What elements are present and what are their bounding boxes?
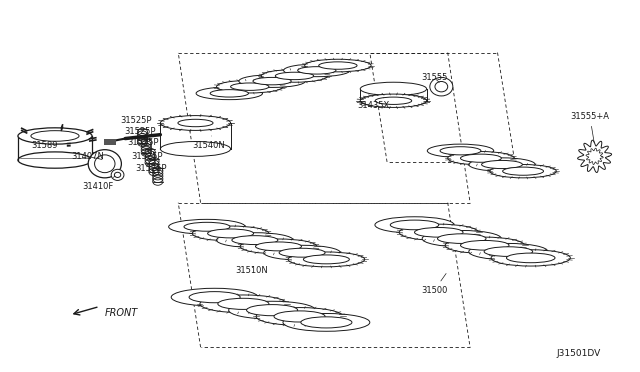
Ellipse shape	[399, 224, 478, 240]
Ellipse shape	[430, 77, 453, 96]
Ellipse shape	[435, 81, 448, 92]
Ellipse shape	[261, 70, 328, 82]
Ellipse shape	[169, 219, 245, 234]
Ellipse shape	[468, 243, 548, 260]
Text: 31407N: 31407N	[71, 152, 104, 161]
Ellipse shape	[506, 253, 555, 263]
Text: 31589: 31589	[31, 141, 58, 151]
Ellipse shape	[196, 87, 262, 100]
Ellipse shape	[115, 172, 121, 177]
Ellipse shape	[228, 301, 316, 319]
Text: 31435X: 31435X	[357, 98, 389, 110]
Ellipse shape	[246, 305, 298, 316]
Ellipse shape	[360, 94, 427, 108]
Ellipse shape	[448, 151, 514, 165]
Ellipse shape	[481, 160, 522, 169]
Ellipse shape	[283, 314, 370, 331]
Ellipse shape	[178, 119, 213, 127]
Ellipse shape	[230, 83, 269, 90]
Ellipse shape	[253, 77, 291, 85]
Ellipse shape	[18, 152, 92, 168]
Text: 31525P: 31525P	[127, 138, 159, 152]
Text: 31525P: 31525P	[121, 116, 152, 131]
Ellipse shape	[440, 147, 481, 155]
Ellipse shape	[491, 250, 570, 266]
Text: 31510N: 31510N	[236, 266, 268, 275]
Ellipse shape	[279, 248, 325, 257]
Ellipse shape	[192, 226, 269, 241]
Ellipse shape	[255, 242, 301, 251]
Text: J31501DV: J31501DV	[556, 349, 600, 358]
Ellipse shape	[375, 217, 454, 233]
Text: 31540N: 31540N	[192, 136, 225, 151]
Text: 31410F: 31410F	[83, 176, 115, 190]
Ellipse shape	[461, 154, 501, 162]
Ellipse shape	[172, 288, 258, 306]
Ellipse shape	[298, 67, 336, 74]
Text: 31525P: 31525P	[124, 126, 156, 141]
Ellipse shape	[111, 169, 124, 180]
Ellipse shape	[484, 247, 532, 256]
Ellipse shape	[216, 80, 283, 93]
Ellipse shape	[239, 75, 305, 87]
Ellipse shape	[256, 308, 343, 326]
Ellipse shape	[375, 97, 412, 105]
Ellipse shape	[274, 311, 325, 322]
Ellipse shape	[31, 131, 79, 141]
Ellipse shape	[284, 64, 350, 77]
Ellipse shape	[207, 229, 253, 238]
Ellipse shape	[461, 240, 509, 250]
Ellipse shape	[200, 295, 287, 313]
Ellipse shape	[275, 72, 314, 80]
Ellipse shape	[390, 220, 439, 230]
Ellipse shape	[161, 141, 230, 156]
Text: 31555: 31555	[421, 73, 447, 82]
Ellipse shape	[303, 255, 349, 264]
Ellipse shape	[305, 59, 371, 72]
Ellipse shape	[438, 234, 486, 243]
Ellipse shape	[88, 150, 122, 178]
Ellipse shape	[490, 164, 556, 178]
Ellipse shape	[468, 158, 535, 171]
Ellipse shape	[422, 231, 501, 247]
Ellipse shape	[428, 144, 493, 157]
Ellipse shape	[18, 128, 92, 144]
Ellipse shape	[264, 245, 340, 260]
Ellipse shape	[319, 62, 357, 69]
Text: 31555+A: 31555+A	[570, 112, 609, 142]
Ellipse shape	[216, 233, 293, 247]
Ellipse shape	[218, 298, 269, 310]
Ellipse shape	[161, 116, 230, 131]
Text: FRONT: FRONT	[105, 308, 138, 318]
Ellipse shape	[301, 317, 352, 328]
Ellipse shape	[210, 90, 248, 97]
Text: 31525P: 31525P	[132, 152, 163, 161]
Ellipse shape	[288, 252, 365, 267]
Ellipse shape	[232, 235, 278, 244]
Text: 31525P: 31525P	[135, 164, 166, 173]
Text: 31500: 31500	[421, 273, 447, 295]
Ellipse shape	[184, 222, 230, 231]
Ellipse shape	[240, 239, 317, 254]
Ellipse shape	[189, 292, 240, 303]
Ellipse shape	[95, 155, 115, 173]
Ellipse shape	[502, 167, 543, 175]
Ellipse shape	[360, 82, 427, 96]
Bar	[104, 139, 116, 145]
Ellipse shape	[415, 228, 463, 237]
Ellipse shape	[445, 237, 524, 253]
